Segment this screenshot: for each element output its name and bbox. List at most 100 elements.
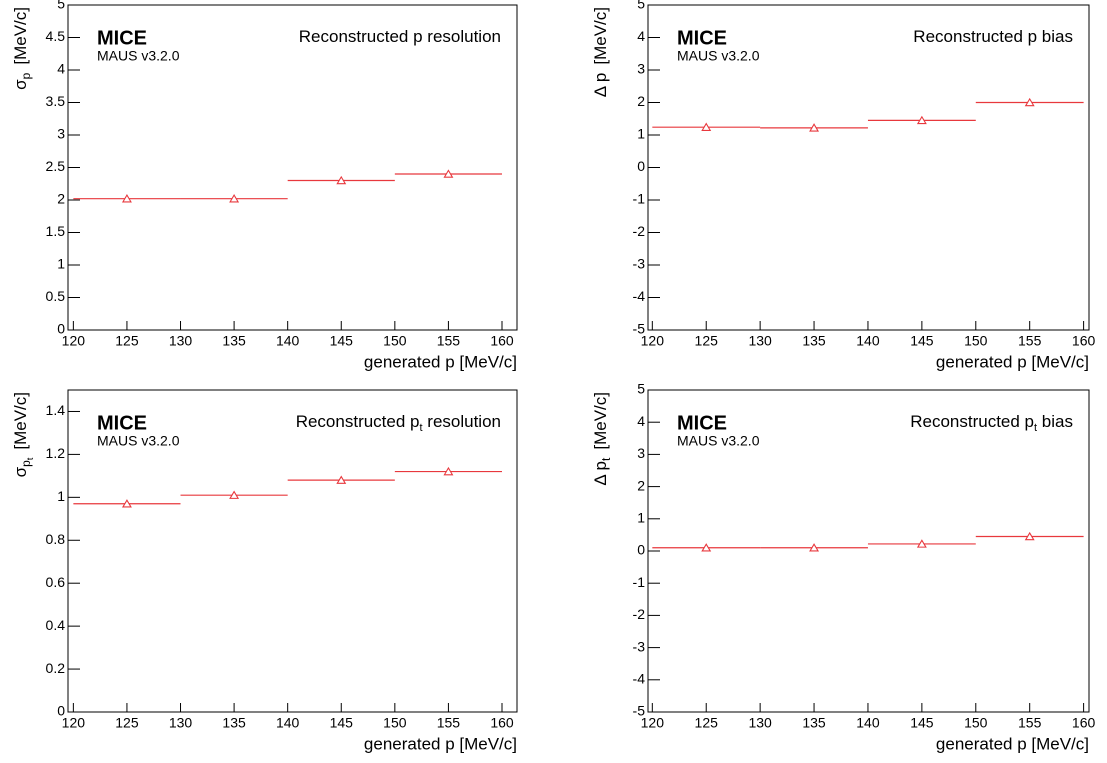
y-tick-label: -5 — [633, 703, 646, 719]
y-tick-label: 1.5 — [46, 223, 66, 239]
x-tick-label: 135 — [222, 333, 246, 349]
y-tick-label: 5 — [57, 0, 65, 12]
x-tick-label: 125 — [695, 715, 719, 731]
y-tick-label: 3 — [637, 445, 645, 461]
y-label-unit: [MeV/c] — [591, 392, 610, 450]
software-label: MAUS v3.2.0 — [97, 48, 180, 64]
marker — [1024, 97, 1035, 107]
title-tail: resolution — [423, 412, 501, 431]
marker — [443, 169, 454, 178]
y-tick-label: 0.2 — [46, 660, 66, 676]
y-label-sub: p — [19, 72, 33, 79]
marker — [916, 539, 927, 548]
y-tick-label: -4 — [633, 288, 646, 304]
x-tick-label: 135 — [802, 333, 826, 349]
title-text: Reconstructed p resolution — [299, 27, 501, 46]
marker — [121, 194, 132, 203]
y-axis-label: Δ p [MeV/c] — [591, 7, 610, 97]
y-label-subsub: t — [25, 457, 35, 460]
x-tick-label: 120 — [62, 333, 86, 349]
marker — [336, 175, 347, 185]
y-tick-label: -3 — [633, 638, 646, 654]
y-tick-label: 4 — [637, 413, 645, 429]
x-tick-label: 130 — [169, 333, 193, 349]
x-tick-label: 160 — [490, 333, 514, 349]
marker — [701, 543, 712, 552]
chart-title: Reconstructed p resolution — [299, 27, 501, 46]
y-tick-label: -3 — [633, 256, 646, 272]
y-tick-label: -1 — [633, 574, 646, 590]
y-label-unit: [MeV/c] — [591, 7, 610, 65]
y-tick-label: -1 — [633, 191, 646, 207]
title-text: Reconstructed p — [910, 412, 1034, 431]
marker — [443, 466, 454, 476]
y-tick-label: 0.4 — [46, 617, 66, 633]
y-tick-label: 4.5 — [46, 28, 66, 44]
y-tick-label: 1 — [637, 510, 645, 526]
x-tick-label: 125 — [695, 333, 719, 349]
title-sub: t — [1034, 422, 1037, 434]
y-tick-label: 2 — [57, 191, 65, 207]
y-tick-label: 3 — [57, 126, 65, 142]
marker — [701, 122, 712, 131]
x-tick-label: 150 — [383, 333, 407, 349]
x-axis-label: generated p [MeV/c] — [936, 352, 1089, 371]
y-axis-label: σp [MeV/c] — [11, 7, 33, 90]
x-tick-label: 160 — [1072, 715, 1096, 731]
y-axis-label: Δ pt [MeV/c] — [591, 392, 613, 486]
x-tick-label: 145 — [910, 715, 934, 731]
y-tick-label: -4 — [633, 671, 646, 687]
x-tick-label: 140 — [276, 333, 300, 349]
marker — [809, 543, 820, 552]
x-tick-label: 125 — [115, 333, 139, 349]
x-tick-label: 150 — [383, 715, 407, 731]
y-tick-label: 2 — [637, 93, 645, 109]
x-tick-label: 160 — [1072, 333, 1096, 349]
marker — [809, 123, 820, 132]
x-tick-label: 155 — [437, 715, 461, 731]
chart-title: Reconstructed pt bias — [910, 412, 1073, 433]
y-tick-label: 0 — [637, 542, 645, 558]
x-tick-label: 145 — [330, 333, 354, 349]
x-tick-label: 145 — [330, 715, 354, 731]
y-tick-label: 4 — [57, 61, 65, 77]
y-label-unit: [MeV/c] — [11, 392, 30, 450]
y-tick-label: 1 — [57, 488, 65, 504]
y-tick-label: 1.2 — [46, 445, 66, 461]
y-tick-label: 0 — [57, 703, 65, 719]
software-label: MAUS v3.2.0 — [677, 48, 760, 64]
x-tick-label: 120 — [62, 715, 86, 731]
y-label-unit: [MeV/c] — [11, 7, 30, 65]
software-label: MAUS v3.2.0 — [97, 433, 180, 449]
y-tick-label: 5 — [637, 0, 645, 12]
experiment-label: MICE — [97, 27, 147, 49]
title-sub: t — [420, 422, 423, 434]
x-tick-label: 120 — [641, 333, 665, 349]
x-tick-label: 155 — [1018, 715, 1042, 731]
title-text: Reconstructed p — [296, 412, 420, 431]
x-tick-label: 155 — [437, 333, 461, 349]
y-tick-label: -5 — [633, 321, 646, 337]
marker — [121, 499, 132, 508]
x-tick-label: 145 — [910, 333, 934, 349]
y-tick-label: 0.8 — [46, 531, 66, 547]
title-text: Reconstructed p bias — [913, 27, 1073, 46]
y-tick-label: 0 — [637, 158, 645, 174]
x-tick-label: 125 — [115, 715, 139, 731]
y-label-sub: p — [19, 460, 33, 467]
experiment-label: MICE — [677, 27, 727, 49]
y-tick-label: -2 — [633, 223, 646, 239]
marker — [916, 115, 927, 125]
y-label-symbol: Δ p — [591, 461, 610, 486]
y-label-symbol: σ — [11, 79, 30, 90]
y-tick-label: 0.6 — [46, 574, 66, 590]
marker — [1024, 531, 1035, 541]
y-tick-label: 1 — [57, 256, 65, 272]
y-tick-label: 4 — [637, 28, 645, 44]
x-axis-label: generated p [MeV/c] — [364, 734, 517, 753]
y-tick-label: 2.5 — [46, 158, 66, 174]
title-tail: bias — [1037, 412, 1073, 431]
plot-frame — [67, 389, 518, 713]
chart-title: Reconstructed pt resolution — [296, 412, 501, 433]
y-tick-label: 0.5 — [46, 288, 66, 304]
